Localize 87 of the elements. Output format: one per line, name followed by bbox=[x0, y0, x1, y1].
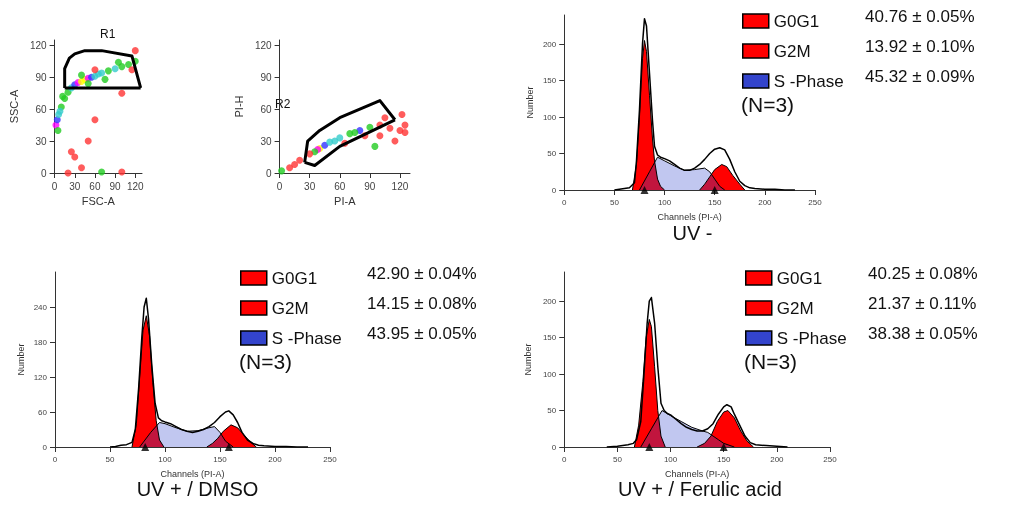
legend-label: G0G1 bbox=[776, 268, 823, 288]
y-axis-title: Number bbox=[15, 343, 26, 376]
y-tick-label: 200 bbox=[542, 296, 557, 306]
x-tick-label: 0 bbox=[562, 197, 568, 207]
x-tick-label: 50 bbox=[609, 197, 620, 207]
legend-label: G2M bbox=[773, 41, 811, 61]
text: 42.90 ± 0.04% bbox=[367, 263, 477, 283]
text: UV - bbox=[672, 222, 713, 244]
x-tick-label: 60 bbox=[89, 180, 101, 192]
x-tick-label: 150 bbox=[213, 454, 228, 464]
x-tick-label: 150 bbox=[708, 197, 722, 207]
text: 40.76 ± 0.05% bbox=[865, 6, 975, 26]
y-tick-label: 50 bbox=[547, 149, 557, 159]
y-tick-label: 60 bbox=[38, 407, 48, 417]
y-axis-title: Number bbox=[522, 343, 533, 376]
y-tick-label: 60 bbox=[260, 103, 273, 115]
y-tick-label: 150 bbox=[542, 333, 557, 343]
annotation: R1 bbox=[100, 27, 116, 41]
x-tick-label: 100 bbox=[657, 197, 672, 207]
text: UV + / Ferulic acid bbox=[618, 478, 782, 500]
x-tick-label: 100 bbox=[663, 454, 678, 464]
y-tick-label: 90 bbox=[260, 71, 273, 83]
x-tick-label: 120 bbox=[391, 180, 409, 192]
legend-label: G2M bbox=[271, 298, 309, 318]
y-tick-label: 120 bbox=[29, 39, 48, 51]
annotation: (N=3) bbox=[239, 349, 293, 373]
x-tick-label: 120 bbox=[126, 180, 145, 192]
legend-label: S -Phase bbox=[271, 328, 342, 348]
y-tick-label: 100 bbox=[542, 369, 557, 379]
annotation: (N=3) bbox=[744, 349, 798, 373]
y-axis-title: PI-H bbox=[232, 95, 245, 118]
x-tick-label: 30 bbox=[69, 180, 81, 192]
y-tick-label: 240 bbox=[33, 302, 48, 312]
x-tick-label: 50 bbox=[105, 454, 115, 464]
x-tick-label: 250 bbox=[808, 197, 823, 207]
x-tick-label: 90 bbox=[109, 180, 122, 192]
text: 21.37 ± 0.11% bbox=[868, 293, 977, 313]
x-tick-label: 150 bbox=[717, 454, 731, 464]
y-tick-label: 30 bbox=[35, 135, 48, 147]
x-tick-label: 30 bbox=[304, 180, 316, 192]
x-tick-label: 200 bbox=[268, 454, 283, 464]
y-axis-title: Number bbox=[524, 86, 535, 119]
y-tick-label: 60 bbox=[35, 103, 48, 115]
x-axis-title: PI-A bbox=[334, 195, 357, 208]
y-tick-label: 150 bbox=[542, 76, 557, 86]
x-axis-title: Channels (PI-A) bbox=[657, 211, 722, 222]
y-tick-label: 0 bbox=[41, 167, 48, 179]
text: 45.32 ± 0.09% bbox=[865, 66, 975, 86]
y-tick-label: 30 bbox=[260, 135, 273, 147]
x-tick-label: 100 bbox=[158, 454, 173, 464]
annotation: (N=3) bbox=[741, 92, 795, 116]
x-tick-label: 200 bbox=[758, 197, 773, 207]
x-tick-label: 60 bbox=[334, 180, 346, 192]
x-tick-label: 200 bbox=[770, 454, 785, 464]
legend-label: S -Phase bbox=[773, 71, 844, 91]
legend-label: G0G1 bbox=[271, 268, 318, 288]
legend-label: S -Phase bbox=[776, 328, 847, 348]
y-tick-label: 100 bbox=[542, 112, 557, 122]
x-axis-title: FSC-A bbox=[81, 195, 116, 208]
text: 40.25 ± 0.08% bbox=[868, 263, 978, 283]
text: 14.15 ± 0.08% bbox=[367, 293, 477, 313]
x-tick-label: 250 bbox=[823, 454, 838, 464]
x-tick-label: 90 bbox=[364, 180, 376, 192]
text: 38.38 ± 0.05% bbox=[868, 323, 978, 343]
y-tick-label: 0 bbox=[42, 442, 48, 452]
y-tick-label: 120 bbox=[33, 372, 48, 382]
text: 43.95 ± 0.05% bbox=[367, 323, 477, 343]
y-tick-label: 50 bbox=[547, 406, 557, 416]
y-tick-label: 90 bbox=[35, 71, 48, 83]
x-tick-label: 0 bbox=[52, 454, 58, 464]
y-axis-title: SSC-A bbox=[7, 89, 20, 124]
text: 13.92 ± 0.10% bbox=[865, 36, 975, 56]
x-tick-label: 0 bbox=[276, 180, 283, 192]
x-axis-title: Channels (PI-A) bbox=[160, 468, 225, 479]
x-tick-label: 250 bbox=[323, 454, 338, 464]
y-tick-label: 0 bbox=[551, 442, 557, 452]
y-tick-label: 200 bbox=[542, 39, 557, 49]
y-tick-label: 0 bbox=[266, 167, 273, 179]
y-tick-label: 180 bbox=[33, 337, 48, 347]
x-tick-label: 0 bbox=[51, 180, 58, 192]
y-tick-label: 120 bbox=[254, 39, 273, 51]
x-tick-label: 50 bbox=[612, 454, 623, 464]
text: UV + / DMSO bbox=[136, 478, 259, 500]
legend-label: G2M bbox=[776, 298, 814, 318]
x-axis-title: Channels (PI-A) bbox=[665, 468, 730, 479]
x-tick-label: 0 bbox=[562, 454, 568, 464]
legend-label: G0G1 bbox=[773, 11, 820, 31]
